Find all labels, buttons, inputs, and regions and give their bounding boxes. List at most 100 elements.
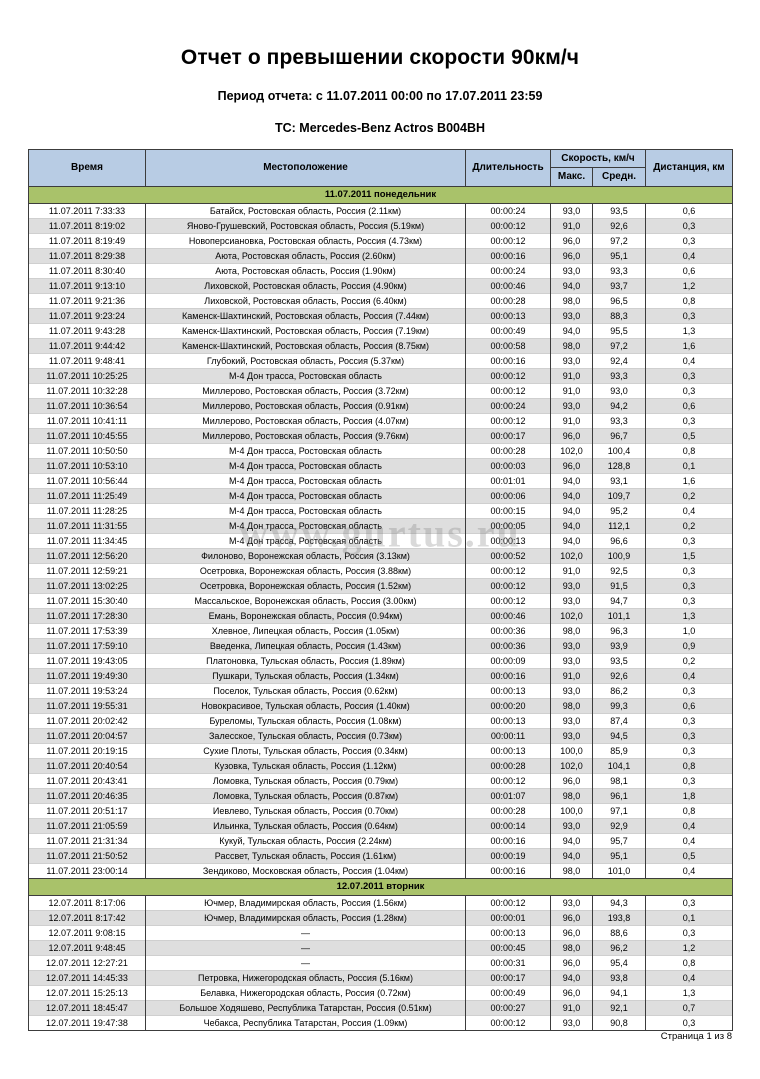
cell-time: 11.07.2011 12:56:20	[28, 547, 146, 564]
cell-speed-max: 94,0	[550, 487, 593, 504]
table-row: 11.07.2011 19:43:05 Платоновка, Тульская …	[28, 652, 733, 669]
table-row: 11.07.2011 19:53:24 Поселок, Тульская обл…	[28, 682, 733, 699]
cell-time: 11.07.2011 19:43:05	[28, 652, 146, 669]
table-row: 12.07.2011 15:25:13 Белавка, Нижегородска…	[28, 984, 733, 1001]
cell-speed-max: 93,0	[550, 637, 593, 654]
cell-location: Каменск-Шахтинский, Ростовская область, …	[145, 322, 466, 339]
cell-duration: 00:00:31	[465, 954, 551, 971]
cell-speed-max: 98,0	[550, 862, 593, 879]
cell-speed-avg: 91,5	[592, 577, 646, 594]
cell-location: Поселок, Тульская область, Россия (0.62к…	[145, 682, 466, 699]
cell-speed-max: 100,0	[550, 802, 593, 819]
cell-speed-avg: 95,4	[592, 954, 646, 971]
cell-distance: 0,1	[645, 457, 733, 474]
cell-speed-avg: 104,1	[592, 757, 646, 774]
cell-location: М-4 Дон трасса, Ростовская область	[145, 457, 466, 474]
cell-distance: 0,3	[645, 532, 733, 549]
cell-location: Кузовка, Тульская область, Россия (1.12к…	[145, 757, 466, 774]
table-row: 11.07.2011 10:53:10 М-4 Дон трасса, Росто…	[28, 457, 733, 474]
cell-distance: 0,2	[645, 652, 733, 669]
cell-speed-max: 96,0	[550, 954, 593, 971]
table-row: 11.07.2011 13:02:25 Осетровка, Воронежска…	[28, 577, 733, 594]
cell-speed-avg: 93,1	[592, 472, 646, 489]
cell-time: 12.07.2011 8:17:42	[28, 909, 146, 926]
cell-time: 11.07.2011 11:28:25	[28, 502, 146, 519]
cell-speed-avg: 94,7	[592, 592, 646, 609]
table-row: 12.07.2011 12:27:21—00:00:31 96,0 95,4 0,8	[28, 954, 733, 971]
cell-time: 11.07.2011 12:59:21	[28, 562, 146, 579]
cell-speed-max: 93,0	[550, 397, 593, 414]
table-row: 11.07.2011 10:32:28 Миллерово, Ростовская…	[28, 382, 733, 399]
day-group-label: 11.07.2011 понедельник	[28, 185, 733, 204]
cell-duration: 00:00:06	[465, 487, 551, 504]
cell-speed-max: 102,0	[550, 757, 593, 774]
column-header-speed-avg: Средн.	[592, 167, 646, 187]
cell-speed-avg: 95,5	[592, 322, 646, 339]
cell-distance: 1,8	[645, 787, 733, 804]
cell-location: —	[145, 939, 466, 956]
cell-speed-avg: 93,7	[592, 277, 646, 294]
cell-location: Белавка, Нижегородская область, Россия (…	[145, 984, 466, 1001]
cell-location: Массальское, Воронежская область, Россия…	[145, 592, 466, 609]
report-period: Период отчета: с 11.07.2011 00:00 по 17.…	[217, 89, 543, 104]
cell-duration: 00:00:20	[465, 697, 551, 714]
table-row: 11.07.2011 20:46:35 Ломовка, Тульская обл…	[28, 787, 733, 804]
cell-location: —	[145, 954, 466, 971]
cell-time: 11.07.2011 8:30:40	[28, 262, 146, 279]
cell-location: Миллерово, Ростовская область, Россия (0…	[145, 397, 466, 414]
cell-location: Пушкари, Тульская область, Россия (1.34к…	[145, 667, 466, 684]
table-row: 11.07.2011 12:56:20 Филоново, Воронежская…	[28, 547, 733, 564]
table-row: 11.07.2011 9:21:36 Лиховской, Ростовская …	[28, 292, 733, 309]
cell-speed-avg: 94,2	[592, 397, 646, 414]
cell-location: М-4 Дон трасса, Ростовская область	[145, 487, 466, 504]
cell-time: 12.07.2011 18:45:47	[28, 999, 146, 1016]
cell-duration: 00:00:27	[465, 999, 551, 1016]
cell-location: Каменск-Шахтинский, Ростовская область, …	[145, 307, 466, 324]
cell-time: 11.07.2011 19:55:31	[28, 697, 146, 714]
cell-distance: 0,2	[645, 517, 733, 534]
cell-location: Ючмер, Владимирская область, Россия (1.2…	[145, 909, 466, 926]
cell-location: Петровка, Нижегородская область, Россия …	[145, 969, 466, 986]
cell-duration: 00:00:09	[465, 652, 551, 669]
cell-time: 11.07.2011 8:29:38	[28, 247, 146, 264]
cell-location: М-4 Дон трасса, Ростовская область	[145, 442, 466, 459]
cell-time: 12.07.2011 12:27:21	[28, 954, 146, 971]
cell-speed-avg: 92,1	[592, 999, 646, 1016]
table-row: 11.07.2011 10:45:55 Миллерово, Ростовская…	[28, 427, 733, 444]
cell-speed-max: 93,0	[550, 652, 593, 669]
cell-distance: 0,4	[645, 832, 733, 849]
cell-distance: 1,2	[645, 939, 733, 956]
table-row: 11.07.2011 17:53:39 Хлевное, Липецкая обл…	[28, 622, 733, 639]
cell-duration: 00:00:49	[465, 984, 551, 1001]
cell-location: Осетровка, Воронежская область, Россия (…	[145, 562, 466, 579]
cell-location: М-4 Дон трасса, Ростовская область	[145, 472, 466, 489]
cell-duration: 00:00:13	[465, 532, 551, 549]
cell-speed-max: 98,0	[550, 292, 593, 309]
cell-speed-max: 94,0	[550, 517, 593, 534]
cell-duration: 00:00:36	[465, 622, 551, 639]
cell-duration: 00:00:12	[465, 592, 551, 609]
cell-distance: 0,6	[645, 202, 733, 219]
cell-speed-max: 94,0	[550, 832, 593, 849]
cell-location: Миллерово, Ростовская область, Россия (9…	[145, 427, 466, 444]
cell-duration: 00:00:12	[465, 562, 551, 579]
cell-location: Емань, Воронежская область, Россия (0.94…	[145, 607, 466, 624]
cell-distance: 0,5	[645, 427, 733, 444]
cell-location: Ючмер, Владимирская область, Россия (1.5…	[145, 894, 466, 911]
table-row: 11.07.2011 9:44:42 Каменск-Шахтинский, Ро…	[28, 337, 733, 354]
cell-speed-max: 93,0	[550, 1014, 593, 1031]
cell-speed-max: 93,0	[550, 894, 593, 911]
cell-duration: 00:00:12	[465, 367, 551, 384]
cell-speed-avg: 193,8	[592, 909, 646, 926]
cell-distance: 0,4	[645, 969, 733, 986]
cell-duration: 00:00:16	[465, 667, 551, 684]
cell-distance: 0,8	[645, 442, 733, 459]
cell-duration: 00:00:52	[465, 547, 551, 564]
cell-duration: 00:00:14	[465, 817, 551, 834]
cell-speed-max: 93,0	[550, 307, 593, 324]
cell-duration: 00:00:28	[465, 757, 551, 774]
cell-duration: 00:00:05	[465, 517, 551, 534]
cell-distance: 0,3	[645, 367, 733, 384]
cell-speed-avg: 93,3	[592, 262, 646, 279]
cell-speed-max: 93,0	[550, 682, 593, 699]
